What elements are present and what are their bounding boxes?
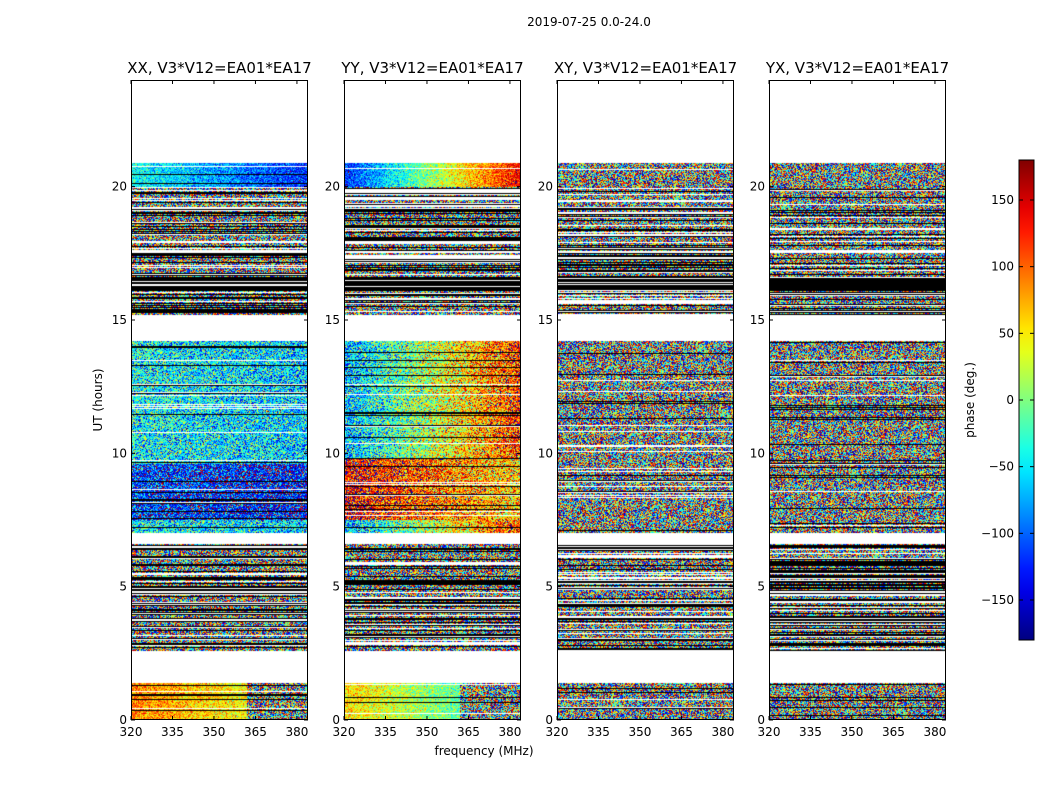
x-tick-label: 380 xyxy=(498,725,521,739)
heatmap-yx xyxy=(769,80,946,720)
x-tick-label: 350 xyxy=(841,725,864,739)
x-tick-label: 350 xyxy=(629,725,652,739)
x-tick-label: 335 xyxy=(374,725,397,739)
panel-title: YX, V3*V12=EA01*EA17 xyxy=(765,59,949,77)
y-tick-label: 15 xyxy=(112,313,127,327)
heatmap-xy xyxy=(557,80,734,720)
colorbar-tick-label: −50 xyxy=(989,460,1014,474)
panel-xx: XX, V3*V12=EA01*EA17 320 335 350 365 380 0 5 10 1… xyxy=(112,59,312,739)
colorbar: 150 100 50 0 −50 −100 −150 xyxy=(981,159,1035,641)
y-tick-label: 5 xyxy=(332,580,340,594)
y-tick-label: 15 xyxy=(325,313,340,327)
x-tick-label: 320 xyxy=(758,725,781,739)
heatmap-xx xyxy=(131,80,308,720)
y-tick-label: 0 xyxy=(545,713,553,727)
panel-frame xyxy=(769,80,946,720)
y-tick-label: 20 xyxy=(112,180,127,194)
x-tick-label: 380 xyxy=(711,725,734,739)
x-axis-label: frequency (MHz) xyxy=(434,744,533,758)
x-tick-label: 350 xyxy=(416,725,439,739)
y-tick-label: 10 xyxy=(112,446,127,460)
y-tick-label: 20 xyxy=(325,180,340,194)
x-tick-label: 320 xyxy=(546,725,569,739)
panel-title: XY, V3*V12=EA01*EA17 xyxy=(554,59,737,77)
x-tick-label: 320 xyxy=(120,725,143,739)
y-tick-label: 0 xyxy=(332,713,340,727)
y-tick-label: 15 xyxy=(750,313,765,327)
y-tick-label: 20 xyxy=(750,180,765,194)
panels: XX, V3*V12=EA01*EA17 320 335 350 365 380 0 5 10 1… xyxy=(112,59,949,739)
x-tick-label: 365 xyxy=(670,725,693,739)
panel-frame xyxy=(344,80,521,720)
panel-yy: YY, V3*V12=EA01*EA17 320 335 350 365 380 0 5 10 1… xyxy=(325,59,524,739)
y-tick-label: 10 xyxy=(325,446,340,460)
x-tick-label: 335 xyxy=(587,725,610,739)
colorbar-tick-label: −100 xyxy=(981,526,1014,540)
heatmap-yy xyxy=(344,80,521,720)
colorbar-label: phase (deg.) xyxy=(963,362,977,438)
panel-title: YY, V3*V12=EA01*EA17 xyxy=(340,59,523,77)
x-tick-label: 350 xyxy=(203,725,226,739)
panel-xy: XY, V3*V12=EA01*EA17 320 335 350 365 380 0 5 10 1… xyxy=(538,59,737,739)
y-tick-label: 0 xyxy=(119,713,127,727)
colorbar-tick-label: 0 xyxy=(1006,393,1014,407)
y-tick-label: 10 xyxy=(750,446,765,460)
y-tick-label: 20 xyxy=(538,180,553,194)
y-tick-label: 5 xyxy=(545,580,553,594)
y-axis-label: UT (hours) xyxy=(91,368,105,431)
panel-title: XX, V3*V12=EA01*EA17 xyxy=(127,59,311,77)
y-tick-label: 10 xyxy=(538,446,553,460)
colorbar-tick-label: 150 xyxy=(991,193,1014,207)
colorbar-tick-label: 50 xyxy=(999,326,1014,340)
panel-frame xyxy=(557,80,734,720)
y-tick-label: 15 xyxy=(538,313,553,327)
panel-frame xyxy=(131,80,308,720)
x-tick-label: 365 xyxy=(244,725,267,739)
colorbar-tick-label: −150 xyxy=(981,593,1014,607)
y-tick-label: 0 xyxy=(757,713,765,727)
panel-yx: YX, V3*V12=EA01*EA17 320 335 350 365 380 0 5 10 1… xyxy=(750,59,949,739)
x-tick-label: 365 xyxy=(457,725,480,739)
x-tick-label: 335 xyxy=(799,725,822,739)
y-tick-label: 5 xyxy=(119,580,127,594)
colorbar-tick-label: 100 xyxy=(991,260,1014,274)
x-tick-label: 380 xyxy=(285,725,308,739)
x-tick-label: 380 xyxy=(923,725,946,739)
x-tick-label: 320 xyxy=(333,725,356,739)
figure-suptitle: 2019-07-25 0.0-24.0 xyxy=(527,15,651,29)
x-tick-label: 365 xyxy=(882,725,905,739)
y-tick-label: 5 xyxy=(757,580,765,594)
x-tick-label: 335 xyxy=(161,725,184,739)
